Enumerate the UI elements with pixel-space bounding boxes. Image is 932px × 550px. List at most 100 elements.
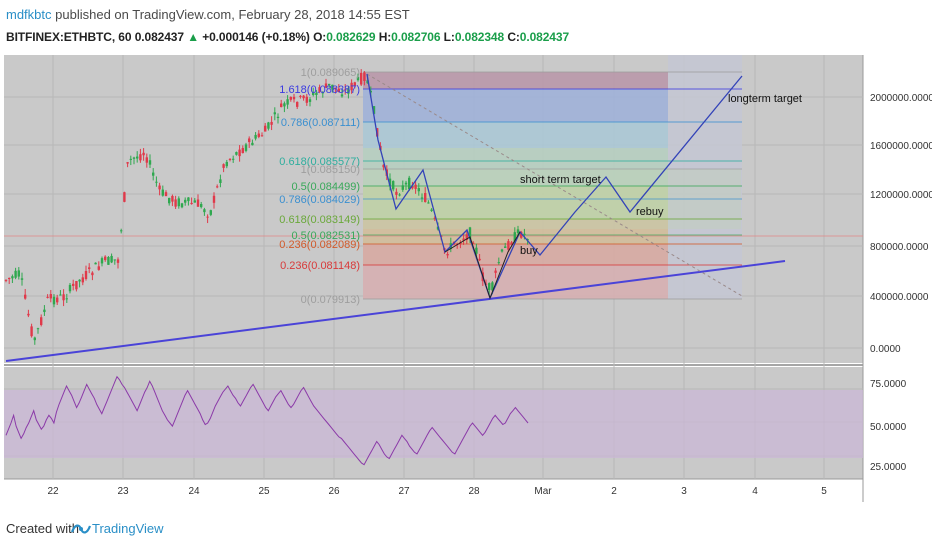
low-value: 0.082348: [454, 30, 505, 44]
candle-body: [145, 157, 148, 163]
candle-body: [302, 95, 305, 99]
candle-body: [433, 217, 436, 219]
published-text: published on TradingView.com, February 2…: [55, 7, 410, 22]
price-axis[interactable]: [863, 55, 930, 479]
candle-body: [417, 188, 420, 192]
candle-body: [49, 294, 52, 299]
candle-body: [241, 148, 244, 154]
fib1-extension: [668, 55, 742, 299]
candle-body: [270, 121, 273, 125]
time-tick-label: Mar: [534, 486, 552, 497]
candle-body: [196, 199, 200, 207]
candle-body: [40, 317, 43, 326]
price-tick-label: 0.0000: [870, 344, 901, 355]
candle-body: [155, 181, 158, 183]
candle-body: [347, 88, 350, 94]
candle-body: [248, 138, 251, 143]
time-axis[interactable]: [4, 479, 863, 501]
chart-header: mdfkbtc published on TradingView.com, Fe…: [0, 0, 932, 52]
projection-path[interactable]: [366, 73, 743, 300]
fib1-band-top: [363, 72, 668, 89]
username-link[interactable]: mdfkbtc: [6, 7, 52, 22]
annotation-longterm: longterm target: [728, 93, 802, 105]
candle-body: [404, 182, 408, 185]
candle-body: [14, 270, 17, 278]
candle-body: [171, 195, 174, 202]
candle-body: [91, 272, 94, 276]
trend-line[interactable]: [5, 260, 786, 362]
candle-body: [222, 164, 225, 168]
candle-body: [235, 152, 238, 155]
fib-retracement-1[interactable]: [363, 55, 742, 299]
low-label: L:: [443, 30, 455, 44]
fib-level-lines: [363, 71, 742, 300]
candle-body: [177, 198, 180, 207]
candle-body: [33, 337, 36, 341]
candle-body: [497, 262, 500, 264]
candle-body: [414, 184, 417, 189]
candle-body: [276, 116, 280, 118]
candle-body: [366, 80, 369, 84]
fib-label: 0.236(0.082089): [279, 239, 360, 251]
candle-body: [475, 247, 478, 254]
candle-body: [187, 197, 190, 202]
candle-body: [308, 99, 312, 102]
candle-body: [462, 238, 465, 241]
fib1-band-olive: [363, 186, 668, 219]
candle-body: [388, 178, 392, 187]
candle-body: [132, 157, 136, 159]
candle-body: [321, 92, 324, 94]
tradingview-link[interactable]: TradingView: [92, 521, 164, 536]
candle-body: [116, 259, 120, 263]
candle-body: [427, 202, 430, 204]
candle-body: [46, 296, 49, 298]
candle-body: [392, 181, 395, 190]
ohlc-line: BITFINEX:ETHBTC, 60 0.082437 ▲ +0.000146…: [6, 30, 569, 44]
candle-body: [8, 277, 11, 279]
candle-body: [59, 294, 62, 296]
candle-body: [254, 134, 257, 139]
candle-body: [110, 255, 113, 263]
candle-body: [369, 90, 372, 93]
fib-label: 0.618(0.085577): [279, 156, 360, 168]
candle-body: [446, 254, 449, 256]
candle-body: [344, 89, 347, 91]
candle-body: [203, 209, 206, 213]
candle-body: [104, 256, 107, 261]
rsi-line: [5, 375, 529, 466]
candle-body: [305, 96, 308, 103]
candle-body: [107, 257, 110, 265]
candle-body: [244, 144, 248, 151]
symbol-label: BITFINEX:ETHBTC, 60: [6, 30, 132, 44]
candle-body: [312, 92, 315, 95]
candle-body: [264, 125, 267, 132]
annotation-short-term: short term target: [520, 174, 601, 186]
candle-body: [334, 87, 337, 89]
candle-body: [340, 94, 344, 97]
rsi-band: [4, 390, 863, 458]
candle-body: [328, 83, 331, 86]
footer: Created with TradingView: [0, 510, 932, 550]
candle-body: [68, 284, 72, 292]
candle-body: [510, 242, 513, 245]
fib-label: 0.236(0.081148): [280, 260, 360, 272]
time-axis-labels: 22 23 24 25 26 27 28 Mar 2 3 4 5: [47, 486, 827, 497]
candle-body: [292, 96, 296, 100]
candle-body: [504, 246, 507, 248]
candle-body: [350, 82, 353, 91]
candle-body: [75, 281, 78, 290]
tradingview-logo-icon[interactable]: [70, 518, 92, 538]
candle-body: [468, 227, 472, 240]
candle-body: [123, 192, 126, 202]
candle-body: [318, 87, 321, 92]
rsi-tick-label: 75.0000: [870, 379, 907, 390]
candle-body: [62, 294, 65, 301]
candle-body: [136, 156, 139, 159]
candle-body: [88, 267, 91, 269]
fib-label: 1.618(0.088387): [279, 84, 360, 96]
candle-body: [212, 195, 216, 203]
candle-body: [324, 83, 328, 88]
chart-canvas[interactable]: longterm target short term target rebuy …: [0, 52, 932, 510]
last-price: 0.082437: [134, 30, 184, 44]
time-tick-label: 27: [398, 486, 410, 497]
